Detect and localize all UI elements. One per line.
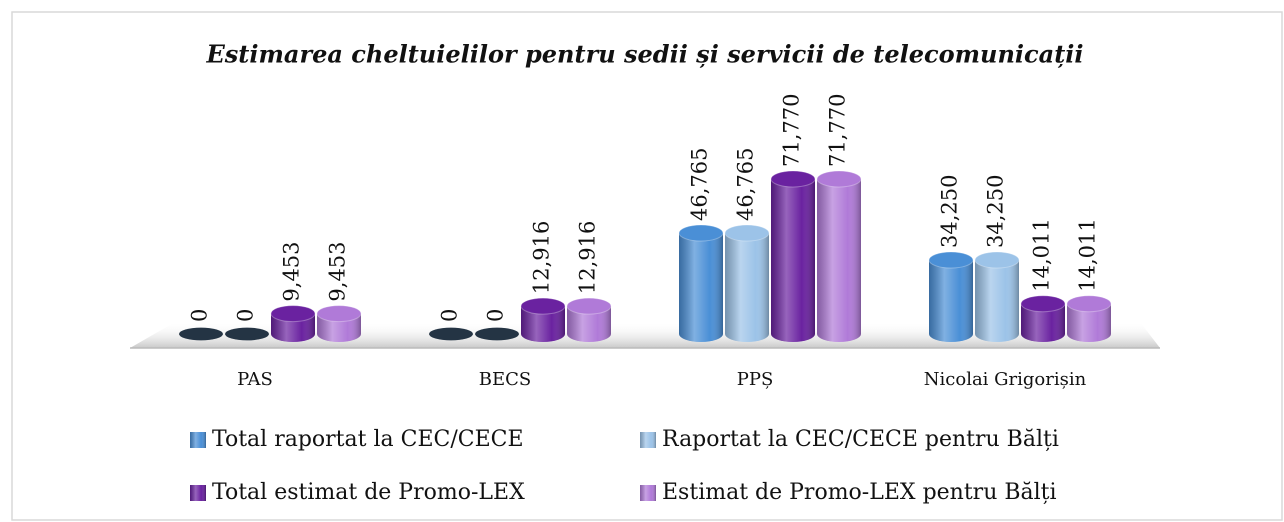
- bar-top: [974, 251, 1020, 269]
- value-label: 71,770: [826, 94, 850, 167]
- bar: [225, 327, 269, 341]
- value-label: 0: [234, 309, 258, 322]
- bar-top: [1020, 295, 1066, 313]
- value-label: 0: [438, 309, 462, 322]
- bar-top: [724, 224, 770, 242]
- floor: [130, 322, 1160, 348]
- bar-shade: [679, 233, 723, 342]
- legend-swatch-shade: [640, 432, 656, 448]
- bar-shade: [271, 313, 315, 342]
- bar: [475, 327, 519, 341]
- bar-shade: [817, 179, 861, 342]
- x-tick-label: PAS: [237, 369, 273, 390]
- bar-shade: [929, 260, 973, 342]
- value-label: 12,916: [530, 221, 554, 294]
- legend-swatch-shade: [640, 485, 656, 501]
- bar-shade: [1067, 303, 1111, 342]
- bar-top: [566, 297, 612, 315]
- bar-shade: [317, 313, 361, 342]
- bar: [179, 327, 223, 341]
- legend-label: Total estimat de Promo-LEX: [212, 480, 525, 505]
- bar-shade: [567, 306, 611, 342]
- value-label: 14,011: [1030, 218, 1054, 291]
- legend-label: Raportat la CEC/CECE pentru Bălți: [662, 427, 1059, 452]
- bar-top: [816, 170, 862, 188]
- value-label: 46,765: [688, 148, 712, 221]
- value-label: 46,765: [734, 148, 758, 221]
- value-label: 14,011: [1076, 218, 1100, 291]
- bar-shade: [1021, 303, 1065, 342]
- legend-swatch-shade: [190, 432, 206, 448]
- value-label: 12,916: [576, 221, 600, 294]
- legend-label: Total raportat la CEC/CECE: [212, 427, 524, 452]
- value-label: 9,453: [326, 241, 350, 301]
- value-label: 0: [484, 309, 508, 322]
- bar-shade: [771, 179, 815, 342]
- value-label: 34,250: [984, 175, 1008, 248]
- value-label: 9,453: [280, 241, 304, 301]
- bar-top: [770, 170, 816, 188]
- x-tick-label: Nicolai Grigorișin: [924, 369, 1087, 390]
- value-label: 71,770: [780, 94, 804, 167]
- bar-shade: [521, 306, 565, 342]
- bar: [429, 327, 473, 341]
- bar-top: [270, 305, 316, 323]
- value-label: 0: [188, 309, 212, 322]
- legend-swatch-shade: [190, 485, 206, 501]
- chart-title: Estimarea cheltuielilor pentru sedii și …: [205, 40, 1083, 69]
- x-tick-label: PPȘ: [737, 369, 774, 390]
- legend-label: Estimat de Promo-LEX pentru Bălți: [662, 480, 1057, 505]
- bar-top: [520, 297, 566, 315]
- bar-top: [678, 224, 724, 242]
- x-tick-label: BECS: [479, 369, 531, 390]
- bar-top: [1066, 295, 1112, 313]
- value-label: 34,250: [938, 175, 962, 248]
- bar-top: [316, 305, 362, 323]
- bar-top: [928, 251, 974, 269]
- bar-shade: [975, 260, 1019, 342]
- bar-shade: [725, 233, 769, 342]
